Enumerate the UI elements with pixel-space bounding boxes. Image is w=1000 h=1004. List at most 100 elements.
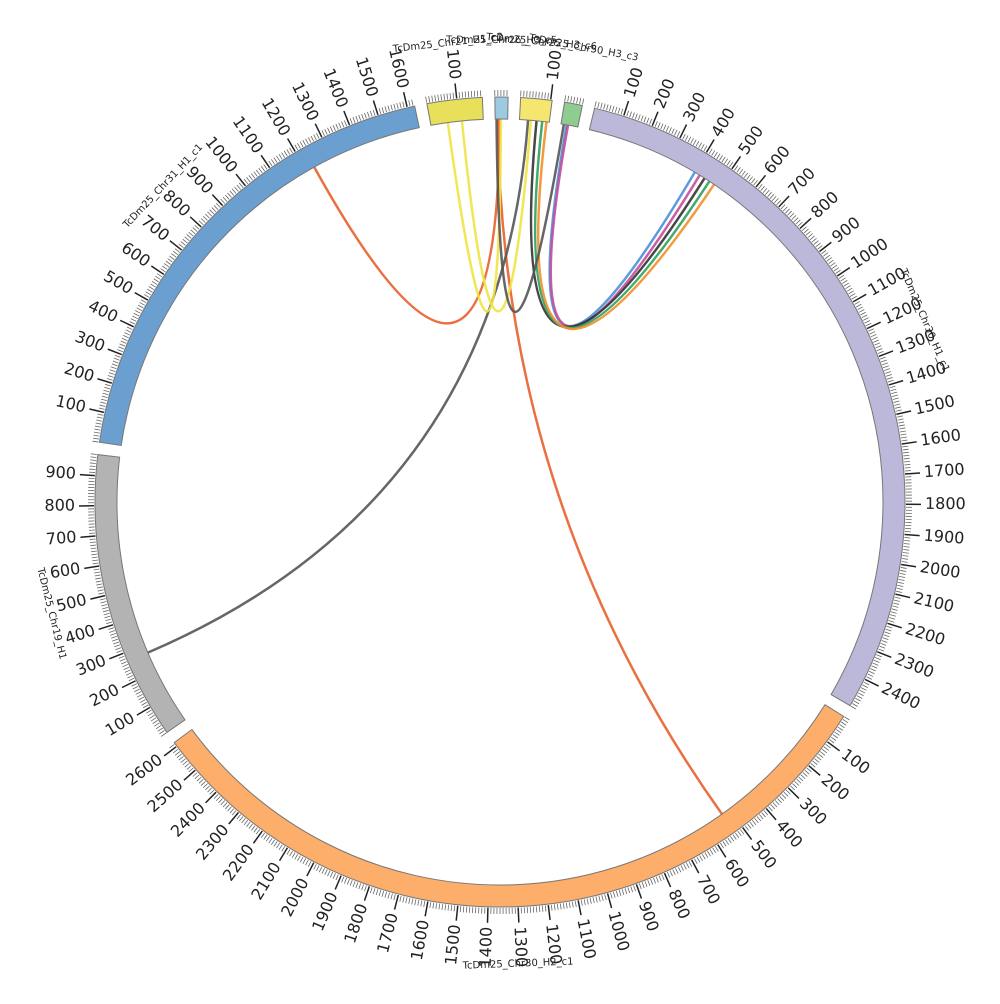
tick-label: 1400 xyxy=(319,66,352,111)
minor-tick xyxy=(308,137,311,142)
minor-tick xyxy=(249,824,253,829)
minor-tick xyxy=(894,401,900,402)
minor-tick xyxy=(619,890,621,896)
minor-tick xyxy=(90,460,96,461)
minor-tick xyxy=(873,340,879,342)
major-tick xyxy=(743,828,752,840)
minor-tick xyxy=(672,129,675,134)
minor-tick xyxy=(770,194,774,198)
minor-tick xyxy=(904,458,910,459)
minor-tick xyxy=(813,761,818,765)
minor-tick xyxy=(463,906,464,912)
minor-tick xyxy=(91,554,97,555)
tick-label: 1100 xyxy=(229,113,268,157)
minor-tick xyxy=(852,704,857,707)
minor-tick xyxy=(655,121,657,127)
minor-tick xyxy=(882,641,888,643)
minor-tick xyxy=(122,338,128,340)
minor-tick xyxy=(891,392,897,394)
minor-tick xyxy=(639,883,641,889)
minor-tick xyxy=(723,841,726,846)
minor-tick xyxy=(409,898,410,904)
minor-tick xyxy=(271,840,274,845)
minor-tick xyxy=(447,93,448,99)
major-tick xyxy=(905,473,920,474)
minor-tick xyxy=(279,154,282,159)
minor-tick xyxy=(675,868,678,873)
minor-tick xyxy=(350,880,352,886)
minor-tick xyxy=(439,904,440,910)
minor-tick xyxy=(893,398,899,400)
minor-tick xyxy=(101,602,107,603)
minor-tick xyxy=(739,169,743,174)
minor-tick xyxy=(214,205,218,209)
major-tick xyxy=(288,139,296,152)
tick-label: 700 xyxy=(45,527,77,548)
minor-tick xyxy=(391,893,393,899)
minor-tick xyxy=(193,228,197,232)
major-tick xyxy=(170,241,182,250)
major-tick xyxy=(788,788,799,799)
minor-tick xyxy=(90,463,96,464)
minor-tick xyxy=(91,548,97,549)
tick-label: 400 xyxy=(707,104,739,140)
minor-tick xyxy=(330,872,332,877)
minor-tick xyxy=(394,104,396,110)
minor-tick xyxy=(820,752,825,756)
minor-tick xyxy=(203,784,207,788)
minor-tick xyxy=(644,117,646,123)
minor-tick xyxy=(688,137,691,142)
minor-tick xyxy=(465,91,466,97)
minor-tick xyxy=(896,591,902,592)
minor-tick xyxy=(90,457,96,458)
minor-tick xyxy=(117,350,123,352)
minor-tick xyxy=(356,116,358,122)
minor-tick xyxy=(246,177,250,182)
minor-tick xyxy=(876,655,882,657)
minor-tick xyxy=(902,555,908,556)
minor-tick xyxy=(221,801,225,805)
minor-tick xyxy=(426,97,427,103)
minor-tick xyxy=(382,107,384,113)
minor-tick xyxy=(169,744,174,748)
minor-tick xyxy=(385,106,387,112)
minor-tick xyxy=(897,588,903,589)
minor-tick xyxy=(886,629,892,631)
minor-tick xyxy=(114,358,120,360)
minor-tick xyxy=(701,144,704,149)
minor-tick xyxy=(720,843,723,848)
minor-tick xyxy=(95,426,101,427)
tick-label: 1000 xyxy=(604,909,633,953)
minor-tick xyxy=(798,222,802,226)
major-tick xyxy=(455,83,457,98)
minor-tick xyxy=(195,225,199,229)
minor-tick xyxy=(147,289,152,292)
minor-tick xyxy=(903,449,909,450)
minor-tick xyxy=(95,578,101,579)
minor-tick xyxy=(796,220,800,224)
minor-tick xyxy=(181,759,186,763)
minor-tick xyxy=(96,423,102,424)
major-tick xyxy=(809,766,820,776)
minor-tick xyxy=(124,667,129,669)
major-tick xyxy=(877,652,891,658)
tick-label: 2300 xyxy=(192,820,233,863)
minor-tick xyxy=(120,659,126,661)
minor-tick xyxy=(149,715,154,718)
minor-tick xyxy=(868,329,873,332)
major-tick xyxy=(680,125,687,138)
minor-tick xyxy=(104,387,110,389)
minor-tick xyxy=(747,824,751,829)
major-tick xyxy=(135,293,148,300)
minor-tick xyxy=(101,399,107,400)
minor-tick xyxy=(333,873,335,878)
major-tick xyxy=(315,124,322,137)
major-tick xyxy=(344,111,350,125)
minor-tick xyxy=(897,585,903,586)
major-tick xyxy=(820,242,832,251)
minor-tick xyxy=(102,396,108,398)
minor-tick xyxy=(884,635,890,637)
minor-tick xyxy=(166,261,171,265)
minor-tick xyxy=(887,626,893,628)
minor-tick xyxy=(191,230,196,234)
